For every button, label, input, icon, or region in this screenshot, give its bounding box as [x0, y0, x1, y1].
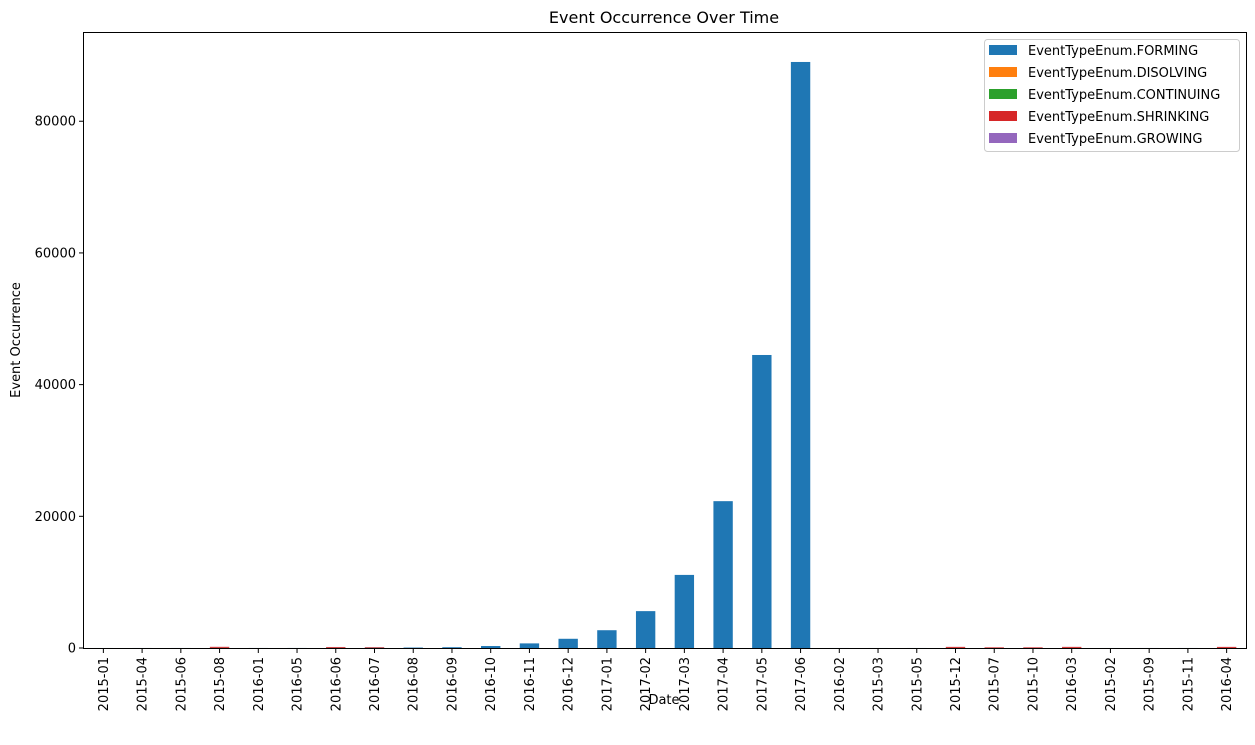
bar-2016-07-series-3 [364, 647, 385, 648]
bar-2016-10-series-0 [481, 646, 501, 648]
x-tick-label: 2017-03 [678, 657, 693, 711]
y-tick-label: 0 [68, 642, 76, 657]
legend-swatch-2 [989, 89, 1017, 99]
legend-swatch-1 [989, 67, 1017, 77]
x-tick-label: 2015-07 [988, 657, 1003, 711]
legend-swatch-0 [989, 45, 1017, 55]
y-tick-label: 80000 [35, 115, 76, 130]
x-tick-label: 2016-11 [523, 657, 538, 711]
x-tick-label: 2015-03 [872, 657, 887, 711]
chart-title: Event Occurrence Over Time [549, 8, 779, 27]
bar-2017-04-series-0 [713, 501, 733, 648]
y-tick-label: 40000 [35, 378, 76, 393]
bar-2017-03-series-0 [674, 574, 695, 648]
x-axis-label: Date [648, 693, 679, 708]
bar-2015-07-series-3 [984, 647, 1004, 648]
x-tick-label: 2016-09 [445, 657, 460, 711]
x-tick-label: 2017-04 [717, 657, 732, 711]
x-tick-label: 2017-05 [755, 657, 770, 711]
plot-frame [83, 32, 1247, 649]
y-axis-label: Event Occurrence [9, 282, 24, 398]
y-axis: 0 20000 40000 60000 80000 [35, 115, 84, 657]
legend-swatch-4 [989, 133, 1017, 143]
bar-2016-11-series-0 [519, 643, 540, 648]
bar-2016-06-series-3 [326, 647, 346, 648]
bar-2015-12-series-3 [945, 646, 966, 648]
x-tick-label: 2015-09 [1143, 657, 1158, 711]
x-tick-label: 2016-03 [1065, 657, 1080, 711]
x-tick-label: 2015-01 [97, 657, 112, 711]
x-tick-label: 2015-08 [213, 657, 228, 711]
x-tick-label: 2016-06 [329, 657, 344, 711]
legend-frame [984, 39, 1240, 152]
legend-swatch-3 [989, 111, 1017, 121]
bar-2016-12-series-0 [558, 638, 578, 648]
x-tick-label: 2015-10 [1026, 657, 1041, 711]
x-tick-label: 2016-04 [1220, 657, 1235, 711]
x-tick-label: 2015-05 [910, 657, 925, 711]
x-tick-label: 2015-06 [174, 657, 189, 711]
x-tick-label: 2016-12 [562, 657, 577, 711]
x-axis: 2015-01 2015-04 2015-06 2015-08 2016-01 2016-… [97, 648, 1235, 711]
x-tick-label: 2016-10 [484, 657, 499, 711]
x-tick-label: 2016-05 [291, 657, 306, 711]
bar-2015-08-series-3 [209, 646, 230, 648]
bar-2016-04-series-3 [1216, 646, 1237, 648]
x-tick-label: 2016-08 [407, 657, 422, 711]
bar-2017-01-series-0 [597, 630, 617, 648]
x-tick-label: 2015-11 [1181, 657, 1196, 711]
x-tick-label: 2016-02 [833, 657, 848, 711]
x-tick-label: 2017-02 [639, 657, 654, 711]
y-tick-label: 20000 [35, 510, 76, 525]
legend-label-2: EventTypeEnum.CONTINUING [1028, 88, 1220, 103]
bar-2016-03-series-3 [1062, 646, 1082, 648]
bars-layer [93, 61, 1237, 648]
x-tick-label: 2015-12 [949, 657, 964, 711]
x-tick-label: 2015-04 [136, 657, 151, 711]
bar-2017-06-series-0 [790, 61, 811, 648]
x-tick-label: 2016-01 [252, 657, 267, 711]
legend-label-4: EventTypeEnum.GROWING [1028, 132, 1202, 147]
bar-2017-02-series-0 [635, 611, 656, 648]
x-tick-label: 2017-01 [600, 657, 615, 711]
x-tick-label: 2016-07 [368, 657, 383, 711]
x-tick-label: 2017-06 [794, 657, 809, 711]
x-tick-label: 2015-02 [1104, 657, 1119, 711]
bar-2017-05-series-0 [752, 354, 772, 648]
legend: EventTypeEnum.FORMING EventTypeEnum.DISOL… [984, 39, 1240, 152]
bar-2016-09-series-0 [442, 647, 462, 648]
legend-label-3: EventTypeEnum.SHRINKING [1028, 110, 1209, 125]
y-tick-label: 60000 [35, 246, 76, 261]
legend-label-0: EventTypeEnum.FORMING [1028, 44, 1198, 59]
bar-2015-10-series-3 [1023, 647, 1043, 648]
legend-label-1: EventTypeEnum.DISOLVING [1028, 66, 1207, 81]
